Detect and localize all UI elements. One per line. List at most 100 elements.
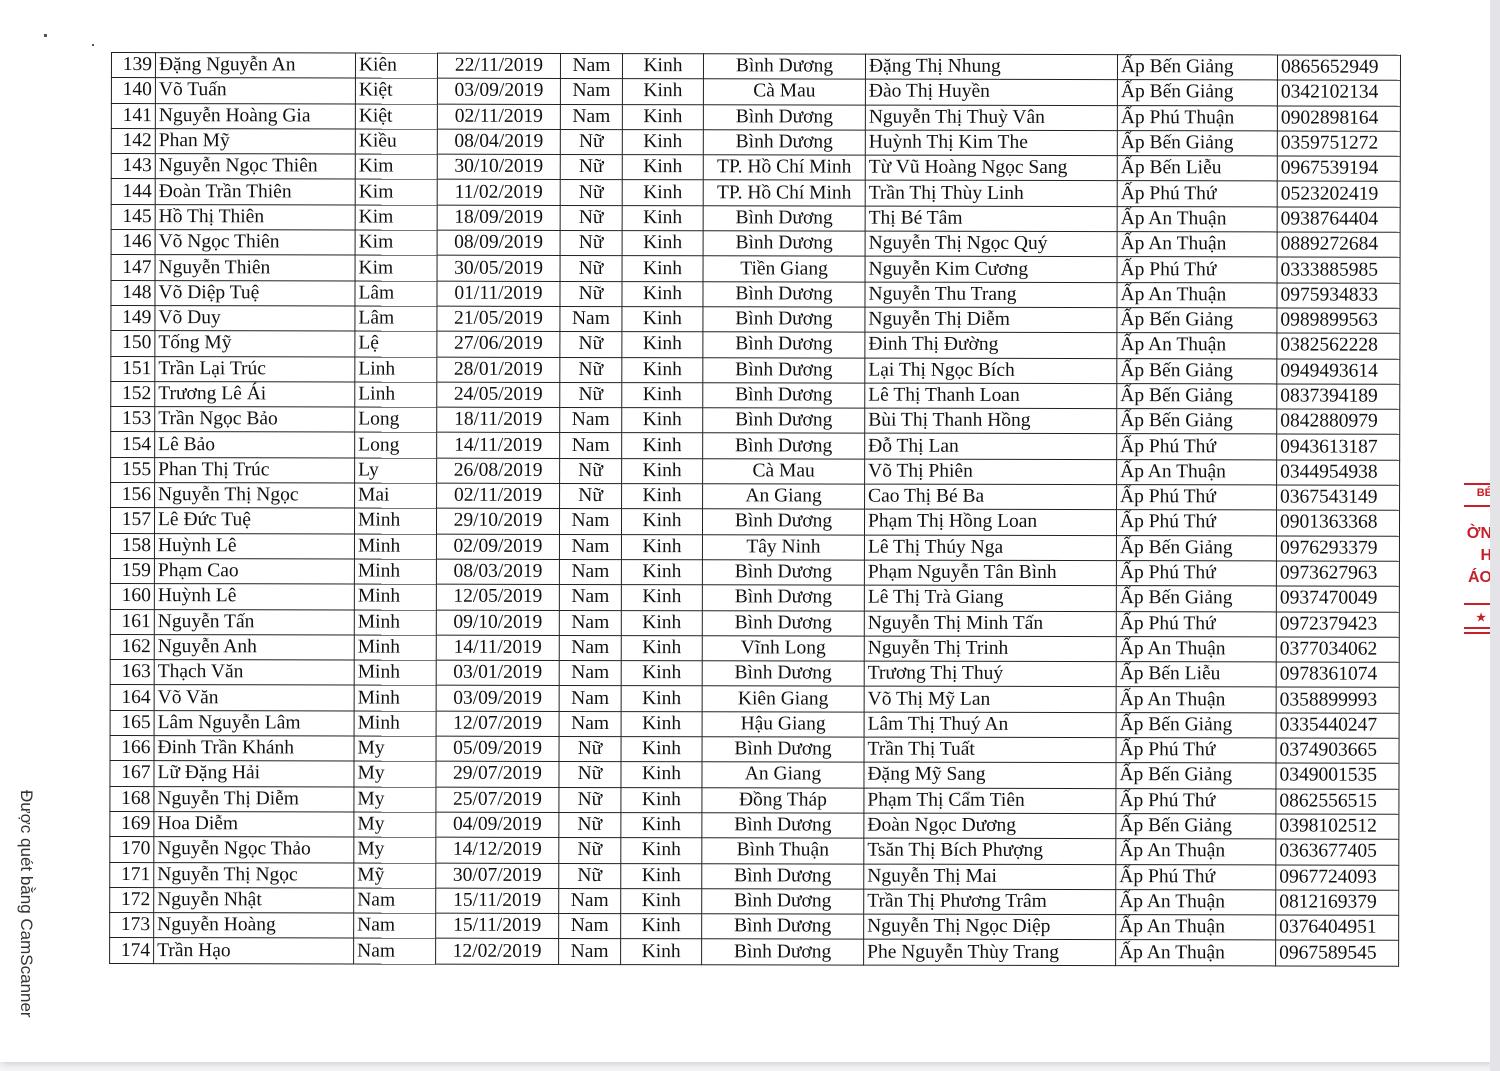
- birthplace-cell: Bình Dương: [702, 382, 865, 409]
- red-seal-stamp: BÉ ỜN H ÁO ★: [1460, 475, 1492, 640]
- row-number-cell: 167: [109, 760, 155, 787]
- hamlet-cell: Ấp An Thuận: [1117, 231, 1278, 258]
- birthplace-cell: Hậu Giang: [702, 711, 865, 738]
- gender-cell: Nam: [559, 584, 622, 611]
- date-of-birth-cell: 03/01/2019: [436, 660, 560, 686]
- ethnicity-cell: Kinh: [621, 407, 703, 434]
- birthplace-cell: Bình Thuận: [701, 837, 864, 864]
- gender-cell: Nữ: [558, 761, 622, 788]
- phone-number-cell: 0367543149: [1276, 484, 1400, 511]
- phone-number-cell: 0376404951: [1275, 915, 1399, 941]
- table-row: 150 Tống Mỹ Lệ 27/06/2019 Nữ Kinh Bình Dương Đi…: [110, 330, 1400, 359]
- ethnicity-cell: Kinh: [621, 559, 703, 585]
- parent-name-cell: Đỗ Thị Lan: [864, 433, 1117, 460]
- surname-middle-cell: Nguyễn Thị Ngọc: [154, 482, 355, 509]
- row-number-cell: 159: [110, 558, 155, 584]
- given-name-cell: Kim: [355, 154, 438, 180]
- phone-number-cell: 0938764404: [1277, 206, 1401, 233]
- gender-cell: Nữ: [560, 154, 623, 181]
- row-number-cell: 170: [109, 836, 154, 863]
- gender-cell: Nam: [559, 432, 622, 459]
- row-number-cell: 161: [110, 609, 155, 635]
- gender-cell: Nam: [558, 938, 621, 965]
- date-of-birth-cell: 25/07/2019: [435, 786, 559, 813]
- given-name-cell: Kim: [355, 179, 438, 205]
- gender-cell: Nam: [559, 407, 622, 434]
- given-name-cell: Minh: [354, 710, 437, 737]
- date-of-birth-cell: 30/05/2019: [437, 255, 561, 282]
- date-of-birth-cell: 08/09/2019: [437, 230, 561, 256]
- table-row: 143 Nguyễn Ngọc Thiên Kim 30/10/2019 Nữ Kinh T…: [111, 153, 1401, 182]
- surname-middle-cell: Lâm Nguyễn Lâm: [154, 710, 355, 737]
- surname-middle-cell: Võ Duy: [154, 305, 355, 332]
- row-number-cell: 173: [109, 912, 154, 938]
- phone-number-cell: 0901363368: [1276, 510, 1400, 536]
- parent-name-cell: Nguyễn Thị Thuỳ Vân: [865, 104, 1118, 131]
- parent-name-cell: Phạm Thị Hồng Loan: [864, 509, 1117, 536]
- hamlet-cell: Ấp Phú Thứ: [1117, 256, 1278, 283]
- phone-number-cell: 0398102512: [1275, 813, 1399, 840]
- ethnicity-cell: Kinh: [620, 761, 703, 788]
- surname-middle-cell: Phạm Cao: [154, 558, 355, 585]
- given-name-cell: My: [353, 837, 436, 863]
- ethnicity-cell: Kinh: [621, 534, 703, 560]
- gender-cell: Nam: [559, 534, 622, 560]
- table-row: 163 Thạch Văn Minh 03/01/2019 Nam Kinh Bình Dư…: [110, 659, 1400, 688]
- parent-name-cell: Trương Thị Thuý: [864, 661, 1117, 688]
- gender-cell: Nam: [560, 104, 623, 130]
- phone-number-cell: 0349001535: [1275, 763, 1400, 789]
- surname-middle-cell: Hoa Diễm: [153, 811, 354, 838]
- hamlet-cell: Ấp An Thuận: [1115, 914, 1276, 941]
- date-of-birth-cell: 11/02/2019: [437, 179, 561, 206]
- gender-cell: Nữ: [558, 812, 621, 838]
- hamlet-cell: Ấp Bến Giảng: [1116, 535, 1277, 561]
- parent-name-cell: Nguyễn Kim Cương: [865, 256, 1118, 283]
- surname-middle-cell: Võ Văn: [154, 685, 355, 711]
- parent-name-cell: Bùi Thị Thanh Hồng: [864, 408, 1117, 435]
- phone-number-cell: 0943613187: [1276, 434, 1400, 460]
- parent-name-cell: Đào Thị Huyền: [865, 79, 1118, 106]
- parent-name-cell: Nguyễn Thị Trinh: [864, 635, 1117, 662]
- row-number-cell: 174: [109, 937, 154, 964]
- table-row: 168 Nguyễn Thị Diễm My 25/07/2019 Nữ Kinh Đồng…: [109, 786, 1399, 815]
- date-of-birth-cell: 24/05/2019: [436, 382, 560, 408]
- surname-middle-cell: Nguyễn Tấn: [154, 609, 355, 635]
- table-row: 144 Đoàn Trần Thiên Kim 11/02/2019 Nữ Kinh TP.…: [111, 178, 1401, 207]
- given-name-cell: My: [353, 761, 437, 787]
- hamlet-cell: Ấp An Thuận: [1116, 687, 1277, 713]
- phone-number-cell: 0377034062: [1276, 636, 1400, 663]
- table-row: 142 Phan Mỹ Kiều 08/04/2019 Nữ Kinh Bình Dương…: [111, 128, 1401, 157]
- birthplace-cell: Bình Dương: [703, 104, 866, 130]
- phone-number-cell: 0989899563: [1276, 307, 1400, 334]
- phone-number-cell: 0967724093: [1275, 864, 1399, 890]
- row-number-cell: 150: [110, 330, 155, 357]
- table-row: 139 Đặng Nguyễn An Kiên 22/11/2019 Nam Kinh Bì…: [111, 52, 1401, 81]
- ethnicity-cell: Kinh: [622, 180, 704, 206]
- parent-name-cell: Đinh Thị Đường: [864, 332, 1117, 359]
- given-name-cell: Minh: [354, 685, 437, 711]
- birthplace-cell: Bình Dương: [701, 939, 864, 965]
- date-of-birth-cell: 08/04/2019: [437, 129, 561, 155]
- birthplace-cell: Bình Dương: [702, 584, 865, 611]
- gender-cell: Nữ: [560, 179, 623, 206]
- gender-cell: Nữ: [559, 458, 622, 484]
- table-row: 161 Nguyễn Tấn Minh 09/10/2019 Nam Kinh Bình D…: [110, 609, 1400, 638]
- ethnicity-cell: Kinh: [621, 357, 703, 383]
- table-row: 156 Nguyễn Thị Ngọc Mai 02/11/2019 Nữ Kinh An …: [110, 482, 1400, 511]
- table-row: 160 Huỳnh Lê Minh 12/05/2019 Nam Kinh Bình Dươ…: [110, 583, 1400, 612]
- ethnicity-cell: Kinh: [620, 913, 702, 940]
- parent-name-cell: Nguyễn Thị Minh Tấn: [864, 610, 1117, 637]
- ethnicity-cell: Kinh: [620, 787, 702, 813]
- surname-middle-cell: Huỳnh Lê: [154, 583, 355, 610]
- birthplace-cell: Bình Dương: [702, 559, 865, 586]
- gender-cell: Nữ: [559, 382, 622, 408]
- table-row: 171 Nguyễn Thị Ngọc Mỹ 30/07/2019 Nữ Kinh Bình…: [109, 861, 1399, 890]
- hamlet-cell: Ấp Bến Giảng: [1115, 762, 1277, 789]
- surname-middle-cell: Trần Lại Trúc: [154, 356, 355, 382]
- ethnicity-cell: Kinh: [622, 104, 704, 130]
- hamlet-cell: Ấp Bến Giảng: [1116, 712, 1277, 738]
- surname-middle-cell: Nguyễn Thị Ngọc: [153, 862, 354, 888]
- row-number-cell: 169: [109, 811, 154, 837]
- surname-middle-cell: Đặng Nguyễn An: [155, 52, 356, 79]
- surname-middle-cell: Nguyễn Ngọc Thiên: [155, 153, 356, 180]
